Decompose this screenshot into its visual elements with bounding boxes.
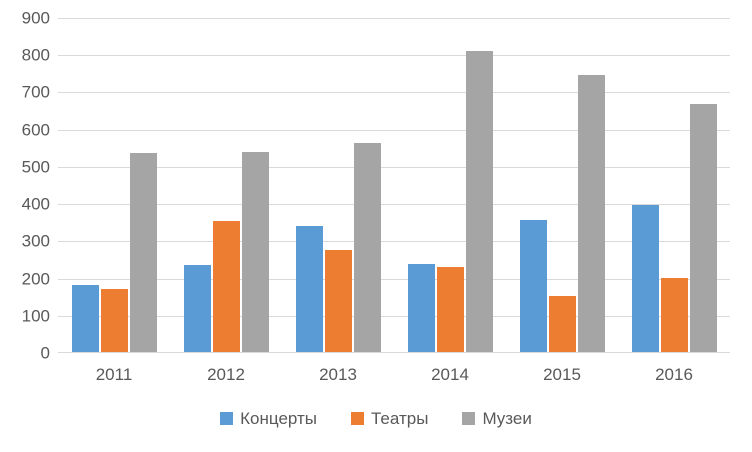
legend-label: Театры (371, 408, 429, 428)
x-axis-tick-label: 2016 (655, 365, 693, 384)
y-axis-tick-label: 200 (21, 269, 50, 289)
bar[interactable] (353, 143, 381, 353)
gridline (58, 129, 730, 131)
bar-group (170, 18, 282, 353)
y-axis-tick-label: 800 (21, 45, 50, 65)
legend-item[interactable]: Музеи (462, 408, 532, 428)
bar[interactable] (548, 296, 576, 353)
legend-label: Концерты (240, 408, 317, 428)
gridline (58, 315, 730, 317)
bar-group (618, 18, 730, 353)
legend-label: Музеи (482, 408, 532, 428)
gridline (58, 18, 730, 19)
gridline (58, 278, 730, 280)
y-axis: 900 800 700 600 500 400 300 200 100 0 (0, 10, 50, 362)
y-axis-tick-label: 500 (21, 157, 50, 177)
plot-area (58, 18, 730, 353)
bar-group (282, 18, 394, 353)
gridline (58, 55, 730, 57)
x-axis-tick-label: 2011 (95, 365, 133, 384)
bar[interactable] (436, 266, 464, 353)
bar[interactable] (295, 226, 323, 353)
legend-swatch-icon (351, 411, 364, 425)
bar[interactable] (407, 264, 435, 353)
x-axis: 2011 2012 2013 2014 2015 2016 (58, 362, 730, 388)
bar[interactable] (324, 250, 352, 353)
legend-swatch-icon (220, 411, 234, 425)
legend-swatch-icon (462, 411, 476, 425)
y-axis-tick-label: 700 (21, 82, 50, 102)
x-axis-tick-label: 2014 (431, 365, 469, 384)
bar[interactable] (519, 219, 547, 353)
x-axis-tick-label: 2013 (319, 365, 357, 384)
x-axis-line (58, 352, 730, 353)
y-axis-tick-label: 600 (21, 120, 50, 140)
x-axis-tick-label: 2015 (543, 365, 581, 384)
chart-legend: Концерты Театры Музеи (0, 405, 752, 431)
bar[interactable] (577, 75, 605, 353)
bar[interactable] (100, 288, 128, 353)
y-axis-tick-label: 400 (21, 194, 50, 214)
y-axis-tick-label: 900 (21, 8, 50, 28)
y-axis-tick-label: 100 (21, 306, 50, 326)
bar-groups (58, 18, 730, 353)
bar-group (506, 18, 618, 353)
bar[interactable] (183, 264, 211, 353)
gridline (58, 241, 730, 243)
y-axis-tick-label: 300 (21, 231, 50, 251)
y-axis-tick-label: 0 (40, 343, 50, 363)
bar[interactable] (212, 220, 240, 353)
bar[interactable] (631, 205, 659, 353)
bar[interactable] (465, 51, 493, 353)
gridline (58, 166, 730, 168)
bar[interactable] (71, 284, 99, 353)
bar[interactable] (241, 151, 269, 353)
gridlines (58, 18, 730, 353)
bar-group (58, 18, 170, 353)
gridline (58, 204, 730, 206)
bar-group (394, 18, 506, 353)
gridline (58, 92, 730, 94)
x-axis-tick-label: 2012 (207, 365, 245, 384)
bar[interactable] (689, 104, 717, 353)
bar[interactable] (660, 277, 688, 353)
legend-item[interactable]: Театры (351, 410, 428, 427)
bar[interactable] (129, 152, 157, 353)
legend-item[interactable]: Концерты (220, 410, 317, 427)
